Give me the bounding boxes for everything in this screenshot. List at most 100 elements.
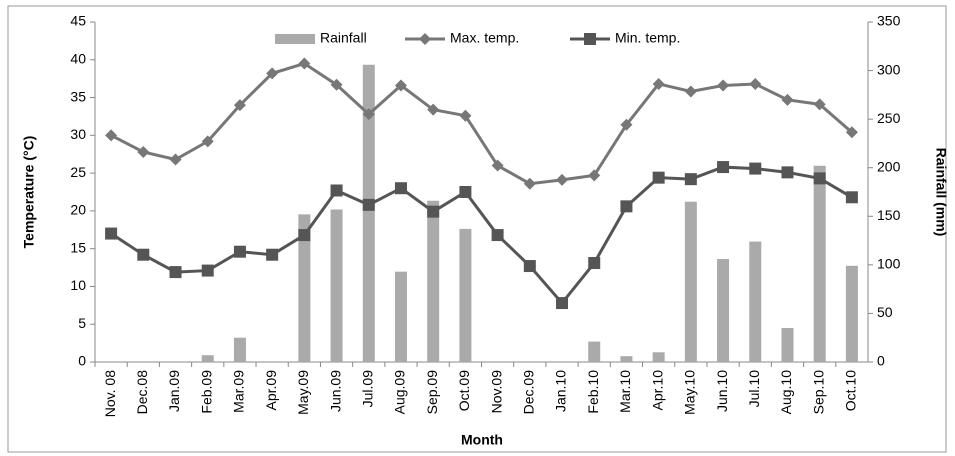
y2-tick-label: 300 bbox=[877, 61, 901, 77]
marker bbox=[427, 205, 440, 218]
bar bbox=[233, 337, 246, 362]
marker bbox=[137, 248, 150, 261]
y-axis-label: Temperature (°C) bbox=[21, 136, 37, 249]
marker bbox=[362, 108, 375, 121]
x-tick-label: Jan.09 bbox=[166, 370, 182, 412]
x-tick-label: Apr.10 bbox=[649, 370, 665, 411]
marker bbox=[684, 85, 697, 98]
bar bbox=[813, 165, 826, 362]
marker bbox=[749, 77, 762, 90]
bar bbox=[684, 201, 697, 362]
legend-label: Max. temp. bbox=[450, 30, 519, 46]
marker bbox=[813, 172, 826, 185]
x-tick-label: Dec.08 bbox=[134, 370, 150, 415]
marker bbox=[362, 198, 375, 211]
bar bbox=[588, 341, 601, 362]
marker bbox=[652, 77, 665, 90]
chart-border bbox=[7, 5, 947, 453]
bar bbox=[459, 228, 472, 362]
marker bbox=[459, 186, 472, 198]
bar bbox=[845, 265, 858, 362]
bar bbox=[781, 328, 794, 362]
bar bbox=[620, 356, 633, 362]
bar bbox=[394, 271, 407, 362]
legend-swatch bbox=[275, 34, 315, 44]
bar bbox=[330, 209, 343, 362]
marker bbox=[717, 79, 730, 92]
x-tick-label: Aug.10 bbox=[778, 370, 794, 415]
x-tick-label: May.09 bbox=[295, 370, 311, 415]
marker bbox=[201, 135, 214, 148]
x-tick-label: Dec.09 bbox=[521, 370, 537, 415]
x-tick-label: Jan.10 bbox=[553, 370, 569, 412]
x-tick-label: Nov.09 bbox=[488, 370, 504, 414]
y-tick-label: 5 bbox=[78, 315, 86, 331]
y2-tick-label: 100 bbox=[877, 256, 901, 272]
x-tick-label: Mar.10 bbox=[617, 370, 633, 413]
y-tick-label: 30 bbox=[70, 126, 86, 142]
y2-tick-label: 0 bbox=[877, 353, 885, 369]
marker bbox=[137, 145, 150, 158]
x-tick-label: Jul.09 bbox=[359, 370, 375, 408]
marker bbox=[588, 257, 601, 270]
bar bbox=[652, 352, 665, 362]
legend-label: Min. temp. bbox=[615, 30, 680, 46]
y-tick-label: 15 bbox=[70, 239, 86, 255]
line bbox=[110, 165, 853, 306]
x-tick-label: Oct.09 bbox=[456, 370, 472, 411]
line bbox=[110, 61, 853, 186]
marker bbox=[684, 173, 697, 186]
x-tick-label: Sep.09 bbox=[424, 370, 440, 415]
marker bbox=[620, 118, 633, 131]
marker bbox=[105, 227, 118, 240]
x-tick-label: Feb.09 bbox=[198, 370, 214, 414]
marker bbox=[717, 161, 730, 174]
x-tick-label: May.10 bbox=[682, 370, 698, 415]
y2-tick-label: 250 bbox=[877, 110, 901, 126]
marker bbox=[523, 177, 536, 190]
y2-axis-label: Rainfall (mm) bbox=[933, 148, 949, 237]
marker bbox=[620, 200, 633, 213]
marker bbox=[459, 109, 472, 122]
marker bbox=[233, 99, 246, 112]
x-tick-label: Jul.10 bbox=[746, 370, 762, 408]
y2-tick-label: 200 bbox=[877, 158, 901, 174]
bar bbox=[427, 200, 440, 362]
bar bbox=[717, 259, 730, 362]
x-tick-label: Feb.10 bbox=[585, 370, 601, 414]
marker bbox=[298, 229, 311, 242]
y2-tick-label: 350 bbox=[877, 13, 901, 29]
marker bbox=[169, 153, 182, 166]
marker bbox=[491, 229, 504, 242]
marker bbox=[556, 173, 569, 186]
y-tick-label: 0 bbox=[78, 353, 86, 369]
marker bbox=[749, 162, 762, 175]
y2-tick-label: 150 bbox=[877, 207, 901, 223]
marker bbox=[330, 184, 343, 197]
marker bbox=[845, 191, 858, 204]
y-tick-label: 25 bbox=[70, 164, 86, 180]
marker bbox=[781, 166, 794, 179]
y-tick-label: 35 bbox=[70, 88, 86, 104]
x-tick-label: Aug.09 bbox=[392, 370, 408, 415]
legend-marker bbox=[419, 33, 431, 45]
x-tick-label: Mar.09 bbox=[231, 370, 247, 413]
y-tick-label: 10 bbox=[70, 277, 86, 293]
bar bbox=[749, 241, 762, 362]
x-tick-label: Sep.10 bbox=[810, 370, 826, 415]
marker bbox=[523, 260, 536, 273]
y-tick-label: 45 bbox=[70, 13, 86, 29]
marker bbox=[556, 297, 569, 310]
legend-label: Rainfall bbox=[320, 30, 367, 46]
marker bbox=[233, 245, 246, 258]
marker bbox=[330, 78, 343, 91]
legend-marker bbox=[584, 33, 596, 45]
marker bbox=[652, 171, 665, 184]
marker bbox=[169, 266, 182, 279]
marker bbox=[105, 129, 118, 142]
x-tick-label: Apr.09 bbox=[263, 370, 279, 411]
x-axis-label: Month bbox=[461, 432, 503, 448]
marker bbox=[491, 159, 504, 172]
marker bbox=[394, 79, 407, 92]
